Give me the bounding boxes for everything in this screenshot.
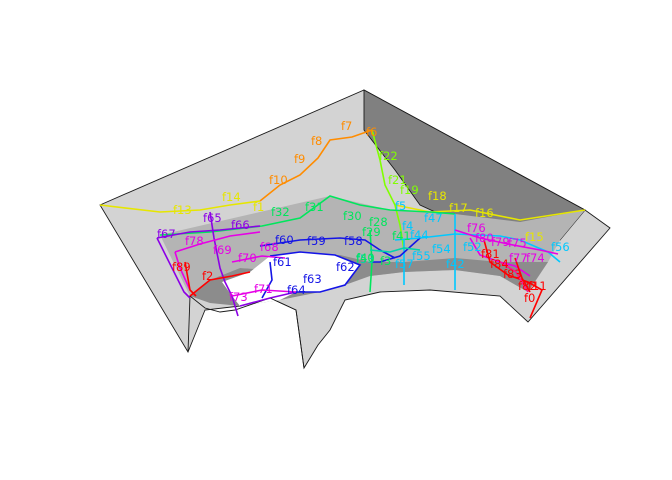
boundary-curve <box>184 261 197 297</box>
region-label-f65: f65 <box>203 211 222 225</box>
surface-white-patch <box>222 252 360 306</box>
region-label-f69: f69 <box>213 243 232 257</box>
region-label-f81: f81 <box>481 247 500 261</box>
region-label-f66: f66 <box>231 218 250 232</box>
region-label-f32: f32 <box>271 205 290 219</box>
region-label-f59: f59 <box>307 234 326 248</box>
region-label-f67: f67 <box>157 227 176 241</box>
region-label-f3: f3 <box>380 254 391 268</box>
region-label-f44: f44 <box>410 228 429 242</box>
boundary-curve <box>454 229 559 255</box>
region-label-f14: f14 <box>222 190 241 204</box>
boundary-curve <box>371 129 405 251</box>
region-label-f57: f57 <box>395 257 414 271</box>
region-label-f64: f64 <box>287 283 306 297</box>
region-label-f52: f52 <box>463 240 482 254</box>
region-label-f7: f7 <box>341 119 352 133</box>
region-label-f79: f79 <box>491 235 510 249</box>
region-label-f30: f30 <box>343 209 362 223</box>
region-boundaries <box>99 129 586 319</box>
region-label-f78: f78 <box>185 234 204 248</box>
boundary-curve <box>269 251 362 293</box>
boundary-curve <box>189 271 251 297</box>
region-label-f60: f60 <box>275 233 294 247</box>
region-label-f61: f61 <box>273 255 292 269</box>
region-label-f31: f31 <box>305 200 324 214</box>
region-label-f22: f22 <box>379 149 398 163</box>
boundary-curve <box>209 211 239 317</box>
boundary-curve <box>99 200 261 213</box>
region-label-f40: f40 <box>356 251 375 265</box>
region-label-f18: f18 <box>428 189 447 203</box>
boundary-curve <box>499 261 529 293</box>
region-label-f58: f58 <box>344 234 363 248</box>
region-label-f63: f63 <box>303 272 322 286</box>
boundary-curve <box>259 129 373 202</box>
region-label-f74: f74 <box>526 251 545 265</box>
region-label-f42: f42 <box>446 257 465 271</box>
region-label-f4: f4 <box>402 219 413 233</box>
region-label-f21: f21 <box>388 173 407 187</box>
region-label-f73: f73 <box>229 290 248 304</box>
region-label-f56: f56 <box>551 240 570 254</box>
region-label-f10: f10 <box>269 173 288 187</box>
region-label-f75: f75 <box>508 236 527 250</box>
region-label-f13: f13 <box>173 203 192 217</box>
region-label-f71: f71 <box>254 282 273 296</box>
region-label-f19: f19 <box>400 183 419 197</box>
region-label-f68: f68 <box>260 240 279 254</box>
region-label-f8: f8 <box>311 134 322 148</box>
region-label-f82: f82 <box>518 279 537 293</box>
region-label-f55: f55 <box>412 249 431 263</box>
region-label-f53: f53 <box>356 252 375 266</box>
box-front-edge <box>187 295 305 369</box>
boundary-curve <box>261 261 273 299</box>
boundary-curve <box>156 225 261 239</box>
boundary-curve <box>156 237 191 299</box>
boundary-curve <box>174 251 191 291</box>
region-label-f41: f41 <box>392 229 411 243</box>
region-label-f80: f80 <box>475 231 494 245</box>
region-label-f0: f0 <box>524 291 535 305</box>
region-label-f17: f17 <box>449 201 468 215</box>
region-label-f76: f76 <box>467 221 486 235</box>
region-label-f62: f62 <box>336 260 355 274</box>
boundary-curve <box>174 231 261 253</box>
boundary-curve <box>394 204 586 221</box>
region-label-f89: f89 <box>172 260 191 274</box>
region-label-f11: f11 <box>528 279 547 293</box>
region-label-f1: f1 <box>253 200 264 214</box>
region-label-f54: f54 <box>432 242 451 256</box>
boundary-curve <box>231 289 297 297</box>
region-label-f77: f77 <box>509 251 528 265</box>
region-label-f70: f70 <box>238 251 257 265</box>
boundary-curve <box>483 239 544 319</box>
boundary-curve <box>239 291 297 307</box>
region-label-f29: f29 <box>362 225 381 239</box>
region-label-f15: f15 <box>525 230 544 244</box>
region-label-f6: f6 <box>366 125 377 139</box>
region-label-f2: f2 <box>202 269 213 283</box>
region-label-f9: f9 <box>294 152 305 166</box>
boundary-curve <box>370 237 421 263</box>
boundary-curve <box>231 255 286 263</box>
region-label-f47: f47 <box>424 211 443 225</box>
region-label-f83: f83 <box>503 267 522 281</box>
region-label-f84: f84 <box>490 257 509 271</box>
region-label-f28: f28 <box>369 215 388 229</box>
region-label-f5: f5 <box>395 199 406 213</box>
boundary-curve <box>514 257 531 293</box>
region-label-f16: f16 <box>475 206 494 220</box>
boundary-curve <box>369 247 421 253</box>
